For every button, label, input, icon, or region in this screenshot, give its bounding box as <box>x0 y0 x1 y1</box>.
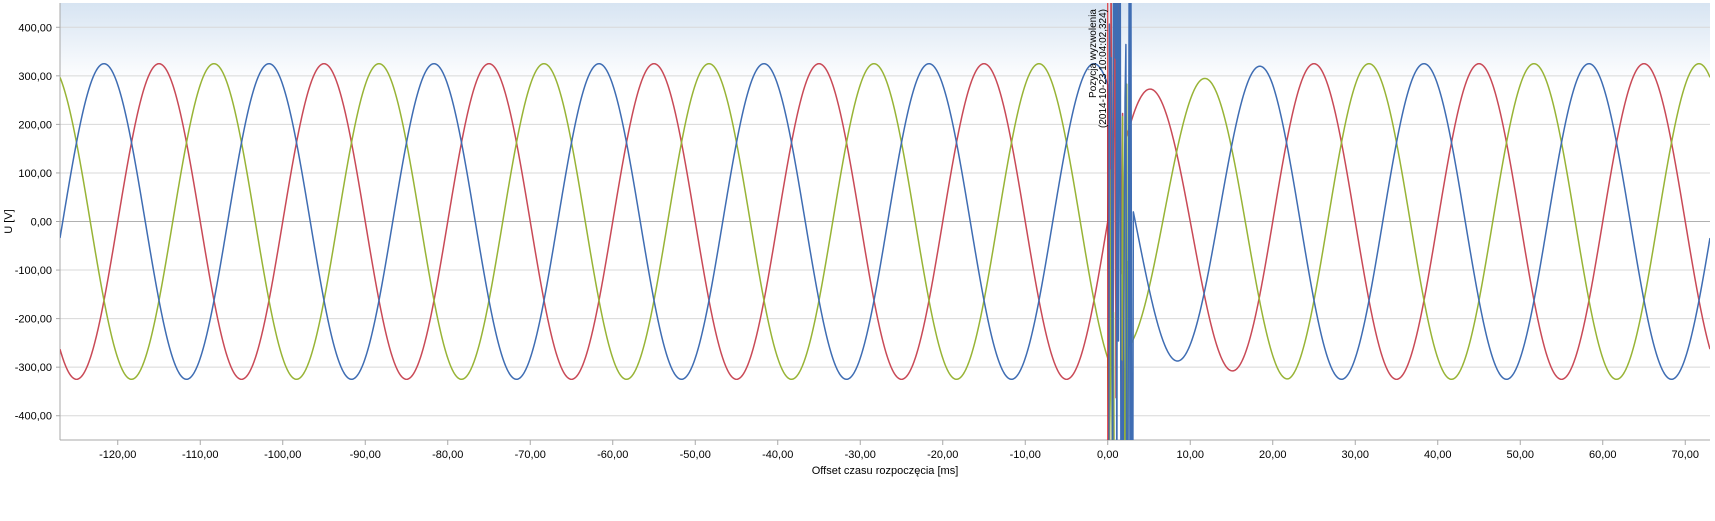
y-tick-label: 300,00 <box>18 71 52 83</box>
x-tick-label: 0,00 <box>1097 449 1118 461</box>
x-tick-label: -120,00 <box>99 449 136 461</box>
trigger-label-2: (2014-10-23 10:04:02,324) <box>1098 9 1109 128</box>
x-tick-label: 20,00 <box>1259 449 1287 461</box>
x-tick-label: 60,00 <box>1589 449 1617 461</box>
x-tick-label: -20,00 <box>927 449 958 461</box>
x-axis-label: Offset czasu rozpoczęcia [ms] <box>812 465 959 477</box>
y-tick-label: -300,00 <box>15 362 52 374</box>
x-tick-label: 40,00 <box>1424 449 1452 461</box>
y-tick-label: 400,00 <box>18 22 52 34</box>
x-tick-label: -30,00 <box>845 449 876 461</box>
y-tick-label: -400,00 <box>15 411 52 423</box>
x-tick-label: -50,00 <box>680 449 711 461</box>
x-tick-label: 50,00 <box>1506 449 1534 461</box>
y-axis-label: U [V] <box>3 209 15 233</box>
x-tick-label: -10,00 <box>1010 449 1041 461</box>
x-tick-label: -80,00 <box>432 449 463 461</box>
x-tick-label: 30,00 <box>1341 449 1369 461</box>
y-tick-label: 100,00 <box>18 168 52 180</box>
x-tick-label: -110,00 <box>182 449 219 461</box>
x-tick-label: -60,00 <box>597 449 628 461</box>
y-tick-label: -200,00 <box>15 314 52 326</box>
y-tick-label: -100,00 <box>15 265 52 277</box>
x-tick-label: 10,00 <box>1176 449 1204 461</box>
x-tick-label: -100,00 <box>264 449 301 461</box>
x-tick-label: -40,00 <box>762 449 793 461</box>
x-tick-label: -90,00 <box>350 449 381 461</box>
chart-svg: -400,00 -300,00 -200,00 -100,00 0,00 100,00 20… <box>0 0 1715 521</box>
y-tick-label: 0,00 <box>31 217 52 229</box>
x-tick-label: 70,00 <box>1671 449 1699 461</box>
y-tick-label: 200,00 <box>18 119 52 131</box>
voltage-waveform-chart: -400,00 -300,00 -200,00 -100,00 0,00 100,00 20… <box>0 0 1715 521</box>
x-tick-label: -70,00 <box>515 449 546 461</box>
